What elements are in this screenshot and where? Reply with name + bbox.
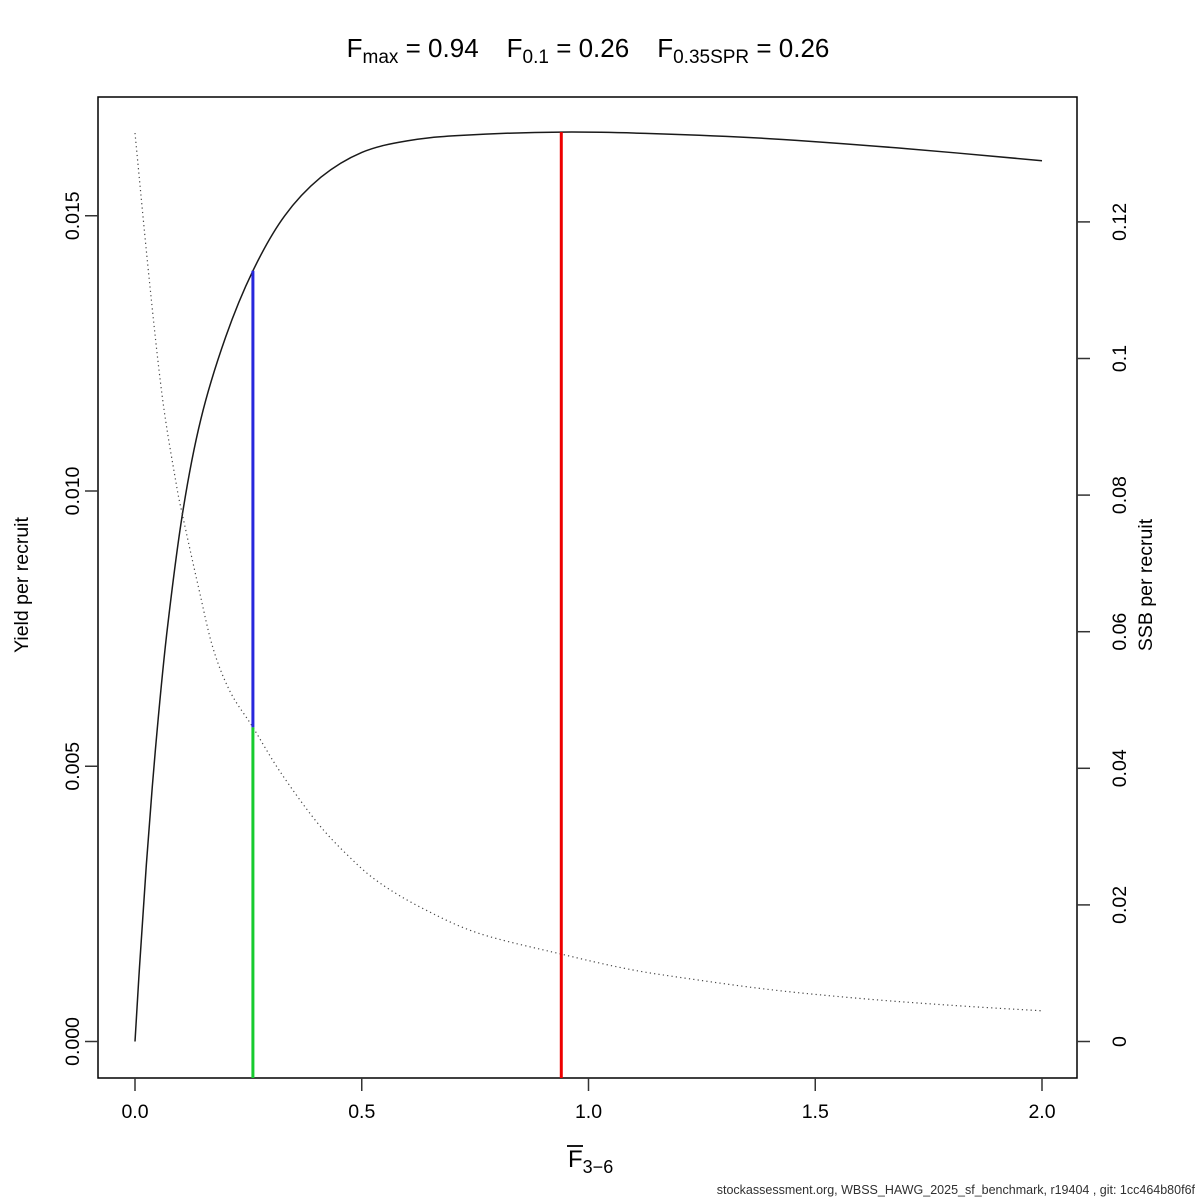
y-right-tick-label: 0.12 bbox=[1109, 203, 1131, 241]
reference-lines bbox=[251, 132, 563, 1078]
x-tick-label: 0.0 bbox=[121, 1101, 148, 1123]
x-tick-label: 1.0 bbox=[575, 1101, 602, 1123]
y-left-axis-title: Yield per recruit bbox=[11, 517, 33, 653]
yield-curve bbox=[134, 131, 1043, 1042]
y-right-tick-label: 0.06 bbox=[1109, 613, 1131, 651]
x-axis: 0.0 0.5 1.0 1.5 2.0 bbox=[121, 1078, 1056, 1123]
y-right-tick-label: 0.02 bbox=[1109, 886, 1131, 924]
y-left-tick-label: 0.010 bbox=[62, 466, 84, 515]
x-tick-label: 0.5 bbox=[348, 1101, 375, 1123]
x-tick-label: 2.0 bbox=[1028, 1101, 1055, 1123]
y-right-tick-label: 0 bbox=[1109, 1036, 1131, 1047]
y-right-tick-label: 0.1 bbox=[1109, 345, 1131, 372]
plot-title: Fmax = 0.94 F0.1 = 0.26 F0.35SPR = 0.26 bbox=[347, 33, 830, 68]
x-tick-label: 1.5 bbox=[802, 1101, 829, 1123]
series-curves bbox=[134, 131, 1043, 1042]
x-axis-title: F3−6 bbox=[568, 1146, 613, 1177]
ssb-curve bbox=[134, 133, 1043, 1012]
footer-text: stockassessment.org, WBSS_HAWG_2025_sf_b… bbox=[716, 1183, 1195, 1197]
y-right-tick-label: 0.08 bbox=[1109, 476, 1131, 514]
y-left-tick-label: 0.005 bbox=[62, 742, 84, 791]
y-left-axis: 0.000 0.005 0.010 0.015 bbox=[62, 191, 98, 1066]
y-left-tick-label: 0.000 bbox=[62, 1017, 84, 1066]
y-right-tick-label: 0.04 bbox=[1109, 749, 1131, 787]
plot-box bbox=[97, 96, 1078, 1079]
y-right-axis-title: SSB per recruit bbox=[1135, 518, 1157, 651]
y-left-tick-label: 0.015 bbox=[62, 191, 84, 240]
y-right-axis: 0 0.02 0.04 0.06 0.08 0.1 0.12 bbox=[1077, 203, 1131, 1047]
